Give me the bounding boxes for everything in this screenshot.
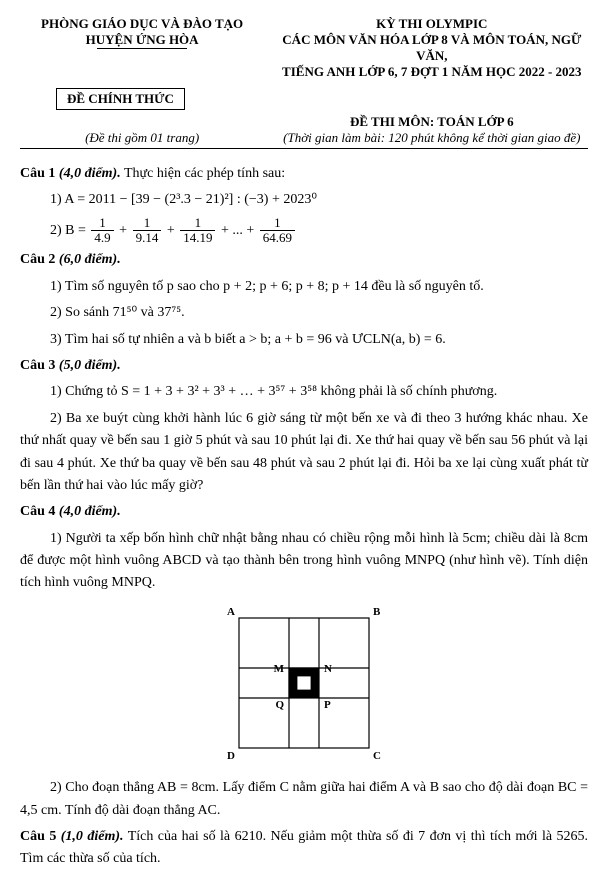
q1-part2: 2) B = 14.9 + 19.14 + 114.19 + ... + 164… <box>20 216 588 246</box>
svg-text:Q: Q <box>275 699 284 711</box>
frac-1: 14.9 <box>91 216 113 246</box>
svg-text:N: N <box>324 663 332 675</box>
q4-title: Câu 4 <box>20 504 55 519</box>
dept-line1: PHÒNG GIÁO DỤC VÀ ĐÀO TẠO <box>20 16 264 32</box>
svg-text:D: D <box>227 750 235 762</box>
page-note: (Đề thi gồm 01 trang) <box>85 130 199 145</box>
header-rule <box>20 148 588 149</box>
exam-title: KỲ THI OLYMPIC <box>276 16 588 32</box>
q3-part1: 1) Chứng tỏ S = 1 + 3 + 3² + 3³ + … + 3⁵… <box>20 381 588 403</box>
dept-line2: HUYỆN ỨNG HÒA <box>20 32 264 48</box>
q4-pts: (4,0 điểm). <box>59 504 121 519</box>
q1-title: Câu 1 <box>20 166 55 181</box>
svg-text:A: A <box>227 606 235 618</box>
q2-part3: 3) Tìm hai số tự nhiên a và b biết a > b… <box>20 329 588 351</box>
q5-pts: (1,0 điểm). <box>61 829 124 844</box>
q1-p2-lead: 2) B = <box>50 223 89 238</box>
frac-4: 164.69 <box>260 216 295 246</box>
svg-text:B: B <box>373 606 381 618</box>
q2-part1: 1) Tìm số nguyên tố p sao cho p + 2; p +… <box>20 276 588 298</box>
q3-title: Câu 3 <box>20 358 55 373</box>
frac-2: 19.14 <box>133 216 162 246</box>
q4-part2: 2) Cho đoạn thẳng AB = 8cm. Lấy điểm C n… <box>20 777 588 822</box>
exam-sub2: TIẾNG ANH LỚP 6, 7 ĐỢT 1 NĂM HỌC 2022 - … <box>276 64 588 80</box>
q2-part2: 2) So sánh 71⁵⁰ và 37⁷⁵. <box>20 302 588 324</box>
svg-text:P: P <box>324 699 331 711</box>
figure-mnpq: A B C D M N P Q <box>20 603 588 771</box>
q1-pts: (4,0 điểm). <box>59 166 121 181</box>
duration-line: (Thời gian làm bài: 120 phút không kể th… <box>276 130 588 146</box>
q3-part2: 2) Ba xe buýt cùng khởi hành lúc 6 giờ s… <box>20 408 588 498</box>
q1-stem: Thực hiện các phép tính sau: <box>124 166 285 181</box>
svg-text:M: M <box>274 663 285 675</box>
svg-text:C: C <box>373 750 381 762</box>
q2-pts: (6,0 điểm). <box>59 252 121 267</box>
q2-title: Câu 2 <box>20 252 55 267</box>
exam-sub1: CÁC MÔN VĂN HÓA LỚP 8 VÀ MÔN TOÁN, NGỮ V… <box>276 32 588 64</box>
q1-part1: 1) A = 2011 − [39 − (2³.3 − 21)²] : (−3)… <box>20 189 588 211</box>
q4-part1: 1) Người ta xếp bốn hình chữ nhật bằng n… <box>20 528 588 595</box>
q5-title: Câu 5 <box>20 829 56 844</box>
underline-divider <box>97 48 187 49</box>
official-label: ĐỀ CHÍNH THỨC <box>56 88 185 110</box>
frac-3: 114.19 <box>180 216 215 246</box>
q1-dots: + ... + <box>221 223 258 238</box>
subject-line: ĐỀ THI MÔN: TOÁN LỚP 6 <box>276 114 588 130</box>
q3-pts: (5,0 điểm). <box>59 358 121 373</box>
